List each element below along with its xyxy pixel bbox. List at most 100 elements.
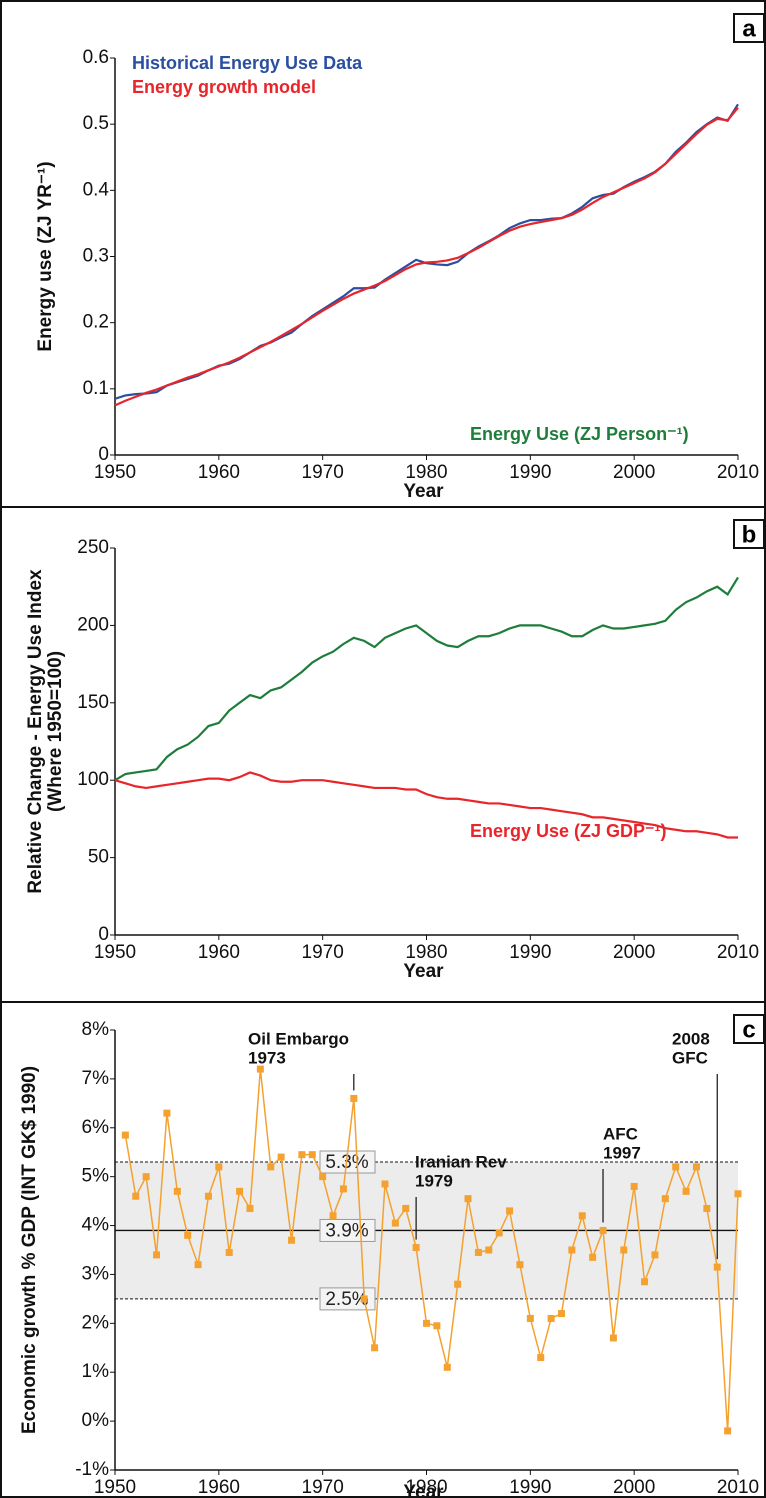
data-point — [423, 1319, 430, 1327]
x-axis-label: Year — [403, 961, 444, 982]
data-point — [713, 1263, 721, 1271]
x-tick-label: 1950 — [94, 1477, 136, 1498]
x-tick-label: 1970 — [302, 462, 344, 483]
data-point — [443, 1363, 451, 1371]
data-point — [433, 1322, 441, 1330]
data-point — [163, 1109, 171, 1117]
data-point — [319, 1173, 327, 1181]
x-tick-label: 2000 — [613, 1477, 655, 1498]
y-tick-label: 7% — [82, 1068, 110, 1089]
legend-label: Historical Energy Use Data — [132, 53, 363, 73]
y-tick-label: 0.4 — [83, 179, 110, 200]
data-point — [381, 1180, 389, 1188]
y-tick-label: 0.5 — [83, 113, 109, 134]
data-point — [703, 1204, 711, 1212]
data-point — [329, 1212, 337, 1220]
panel-letter: b — [742, 521, 757, 548]
annotation: Iranian Rev — [415, 1152, 507, 1171]
data-point — [526, 1314, 534, 1322]
x-axis-label: Year — [403, 481, 444, 502]
data-point — [288, 1236, 296, 1244]
y-tick-label: 150 — [77, 692, 109, 713]
data-point — [599, 1226, 607, 1234]
annotation: 1973 — [248, 1048, 286, 1067]
data-point — [651, 1251, 659, 1259]
data-point — [589, 1253, 597, 1261]
data-point — [464, 1195, 472, 1203]
data-point — [225, 1248, 233, 1256]
y-tick-label: 0% — [82, 1410, 110, 1431]
data-point — [360, 1295, 368, 1303]
x-tick-label: 1980 — [405, 942, 447, 963]
data-point — [474, 1248, 482, 1256]
x-tick-label: 1970 — [302, 1477, 344, 1498]
y-tick-label: 0.1 — [83, 378, 109, 399]
panel-letter-box — [733, 1014, 765, 1044]
x-tick-label: 1990 — [509, 942, 551, 963]
data-point — [506, 1207, 514, 1215]
y-tick-label: 200 — [77, 614, 109, 635]
y-axis-label: Economic growth % GDP (INT GK$ 1990) — [19, 1066, 40, 1434]
data-point — [537, 1354, 545, 1362]
y-axis-label: Relative Change - Energy Use Index — [25, 569, 46, 894]
data-point — [277, 1153, 285, 1161]
data-point — [236, 1187, 244, 1195]
y-tick-label: 0 — [98, 444, 109, 465]
reference-label-box — [319, 1287, 376, 1311]
x-tick-label: 1980 — [405, 1477, 447, 1498]
y-tick-label: 100 — [77, 769, 109, 790]
data-point — [724, 1427, 732, 1435]
data-point — [371, 1344, 379, 1352]
y-tick-label: 5% — [82, 1166, 110, 1187]
data-point — [402, 1204, 410, 1212]
x-tick-label: 2010 — [717, 1477, 759, 1498]
series-line — [114, 103, 739, 400]
series-line — [114, 771, 738, 839]
x-tick-label: 1970 — [302, 942, 344, 963]
data-point — [391, 1219, 399, 1227]
y-tick-label: -1% — [75, 1459, 109, 1480]
x-tick-label: 2010 — [717, 462, 759, 483]
y-tick-label: 6% — [82, 1117, 110, 1138]
data-point — [184, 1231, 192, 1239]
panel-letter-box — [733, 13, 765, 43]
data-point — [547, 1314, 555, 1322]
data-point — [350, 1094, 358, 1102]
data-point — [153, 1251, 161, 1259]
data-point — [578, 1212, 586, 1220]
y-tick-label: 8% — [82, 1019, 110, 1040]
panel-letter: a — [742, 15, 756, 42]
x-tick-label: 2010 — [717, 942, 759, 963]
data-point — [454, 1280, 462, 1288]
data-point — [204, 1192, 212, 1200]
data-point — [173, 1187, 181, 1195]
data-point — [495, 1229, 503, 1237]
data-point — [692, 1163, 700, 1171]
data-point — [609, 1334, 617, 1342]
data-point — [620, 1246, 628, 1254]
x-tick-label: 1960 — [198, 942, 240, 963]
data-point — [734, 1190, 742, 1198]
x-axis-label: Year — [403, 1482, 444, 1498]
x-tick-label: 1960 — [198, 1477, 240, 1498]
y-tick-label: 3% — [82, 1263, 110, 1284]
annotation: 2008 — [672, 1029, 710, 1048]
x-tick-label: 2000 — [613, 462, 655, 483]
data-point — [412, 1244, 420, 1252]
x-tick-label: 1990 — [509, 1477, 551, 1498]
panel-letter: c — [742, 1016, 755, 1043]
panel-frame — [0, 1001, 766, 1498]
data-point — [485, 1246, 493, 1254]
x-tick-label: 1950 — [94, 462, 136, 483]
x-tick-label: 1960 — [198, 462, 240, 483]
y-tick-label: 250 — [77, 537, 109, 558]
x-tick-label: 1950 — [94, 942, 136, 963]
data-point — [298, 1151, 306, 1159]
data-point — [568, 1246, 576, 1254]
y-tick-label: 50 — [88, 847, 109, 868]
legend-label: Energy Use (ZJ GDP⁻¹) — [470, 821, 667, 841]
series-line — [114, 576, 739, 782]
data-point — [267, 1163, 275, 1171]
data-point — [121, 1131, 129, 1139]
